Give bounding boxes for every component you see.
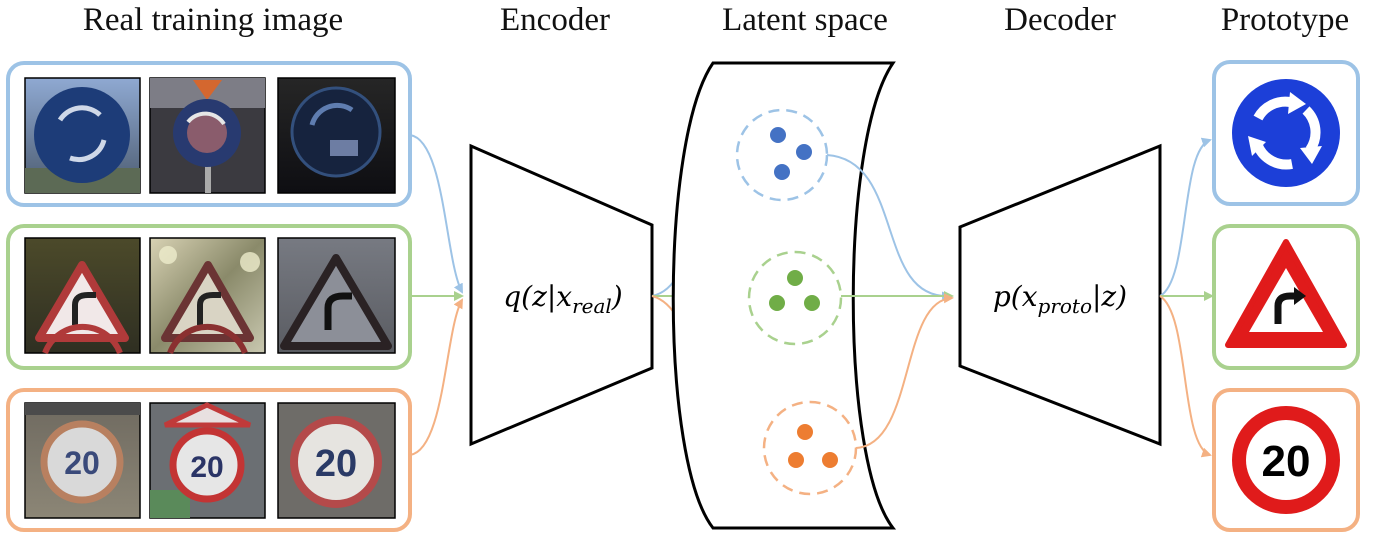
real-image-curve-warning-1	[24, 237, 141, 355]
latent-cluster-green	[747, 250, 843, 346]
latent-point-blue-2	[796, 144, 812, 160]
real-image-speed-limit-2: 20	[149, 402, 266, 519]
header-real-training-image: Real training image	[82, 2, 344, 38]
arrow-blue-cluster-to-decoder	[826, 154, 952, 302]
prototype-curve-warning-sign	[1225, 239, 1347, 348]
latent-point-green-1	[787, 270, 803, 286]
prototype-speed-number: 20	[1262, 437, 1311, 486]
real-image-roundabout-2	[149, 77, 266, 194]
real-image-roundabout-1	[24, 77, 141, 194]
arrow-orange-cluster-to-decoder	[855, 293, 954, 449]
real-image-curve-warning-3	[277, 237, 396, 354]
prototype-box-roundabout	[1212, 60, 1360, 206]
latent-space-sheet	[671, 61, 897, 530]
header-decoder: Decoder	[1004, 2, 1116, 38]
latent-point-orange-3	[822, 452, 838, 468]
latent-point-green-2	[769, 295, 785, 311]
header-prototype: Prototype	[1220, 2, 1350, 38]
decoder-block	[958, 143, 1162, 447]
arrow-decoder-to-speed	[1159, 295, 1212, 458]
header-encoder: Encoder	[500, 2, 610, 38]
latent-point-blue-3	[774, 164, 790, 180]
arrow-speed-to-encoder	[409, 298, 463, 456]
real-image-roundabout-3	[277, 77, 396, 194]
real-image-speed-number-2: 20	[190, 451, 223, 484]
header-latent-space: Latent space	[722, 2, 888, 38]
real-image-speed-number-3: 20	[315, 443, 357, 485]
group-box-roundabout	[6, 61, 412, 207]
decoder-label: p(xproto|z)	[993, 280, 1127, 318]
encoder-label: q(z|xreal)	[503, 280, 622, 318]
latent-point-orange-1	[797, 424, 813, 440]
latent-point-orange-2	[788, 452, 804, 468]
prototype-box-curve	[1212, 224, 1360, 370]
real-image-speed-limit-3: 20	[277, 402, 396, 519]
group-box-speed-limit	[6, 388, 412, 532]
latent-point-green-3	[804, 295, 820, 311]
prototype-speed-limit-sign: 20	[1232, 406, 1340, 514]
prototype-box-speed	[1212, 388, 1360, 532]
encoder-block	[469, 143, 654, 447]
prototype-roundabout-sign	[1232, 79, 1340, 187]
real-image-curve-warning-2	[149, 237, 266, 355]
real-image-speed-number-1: 20	[64, 445, 100, 481]
arrow-decoder-to-roundabout	[1159, 137, 1212, 297]
arrow-roundabout-to-encoder	[409, 134, 463, 294]
real-image-speed-limit-1: 20	[24, 402, 141, 519]
latent-point-blue-1	[770, 127, 786, 143]
latent-cluster-orange	[762, 400, 858, 496]
